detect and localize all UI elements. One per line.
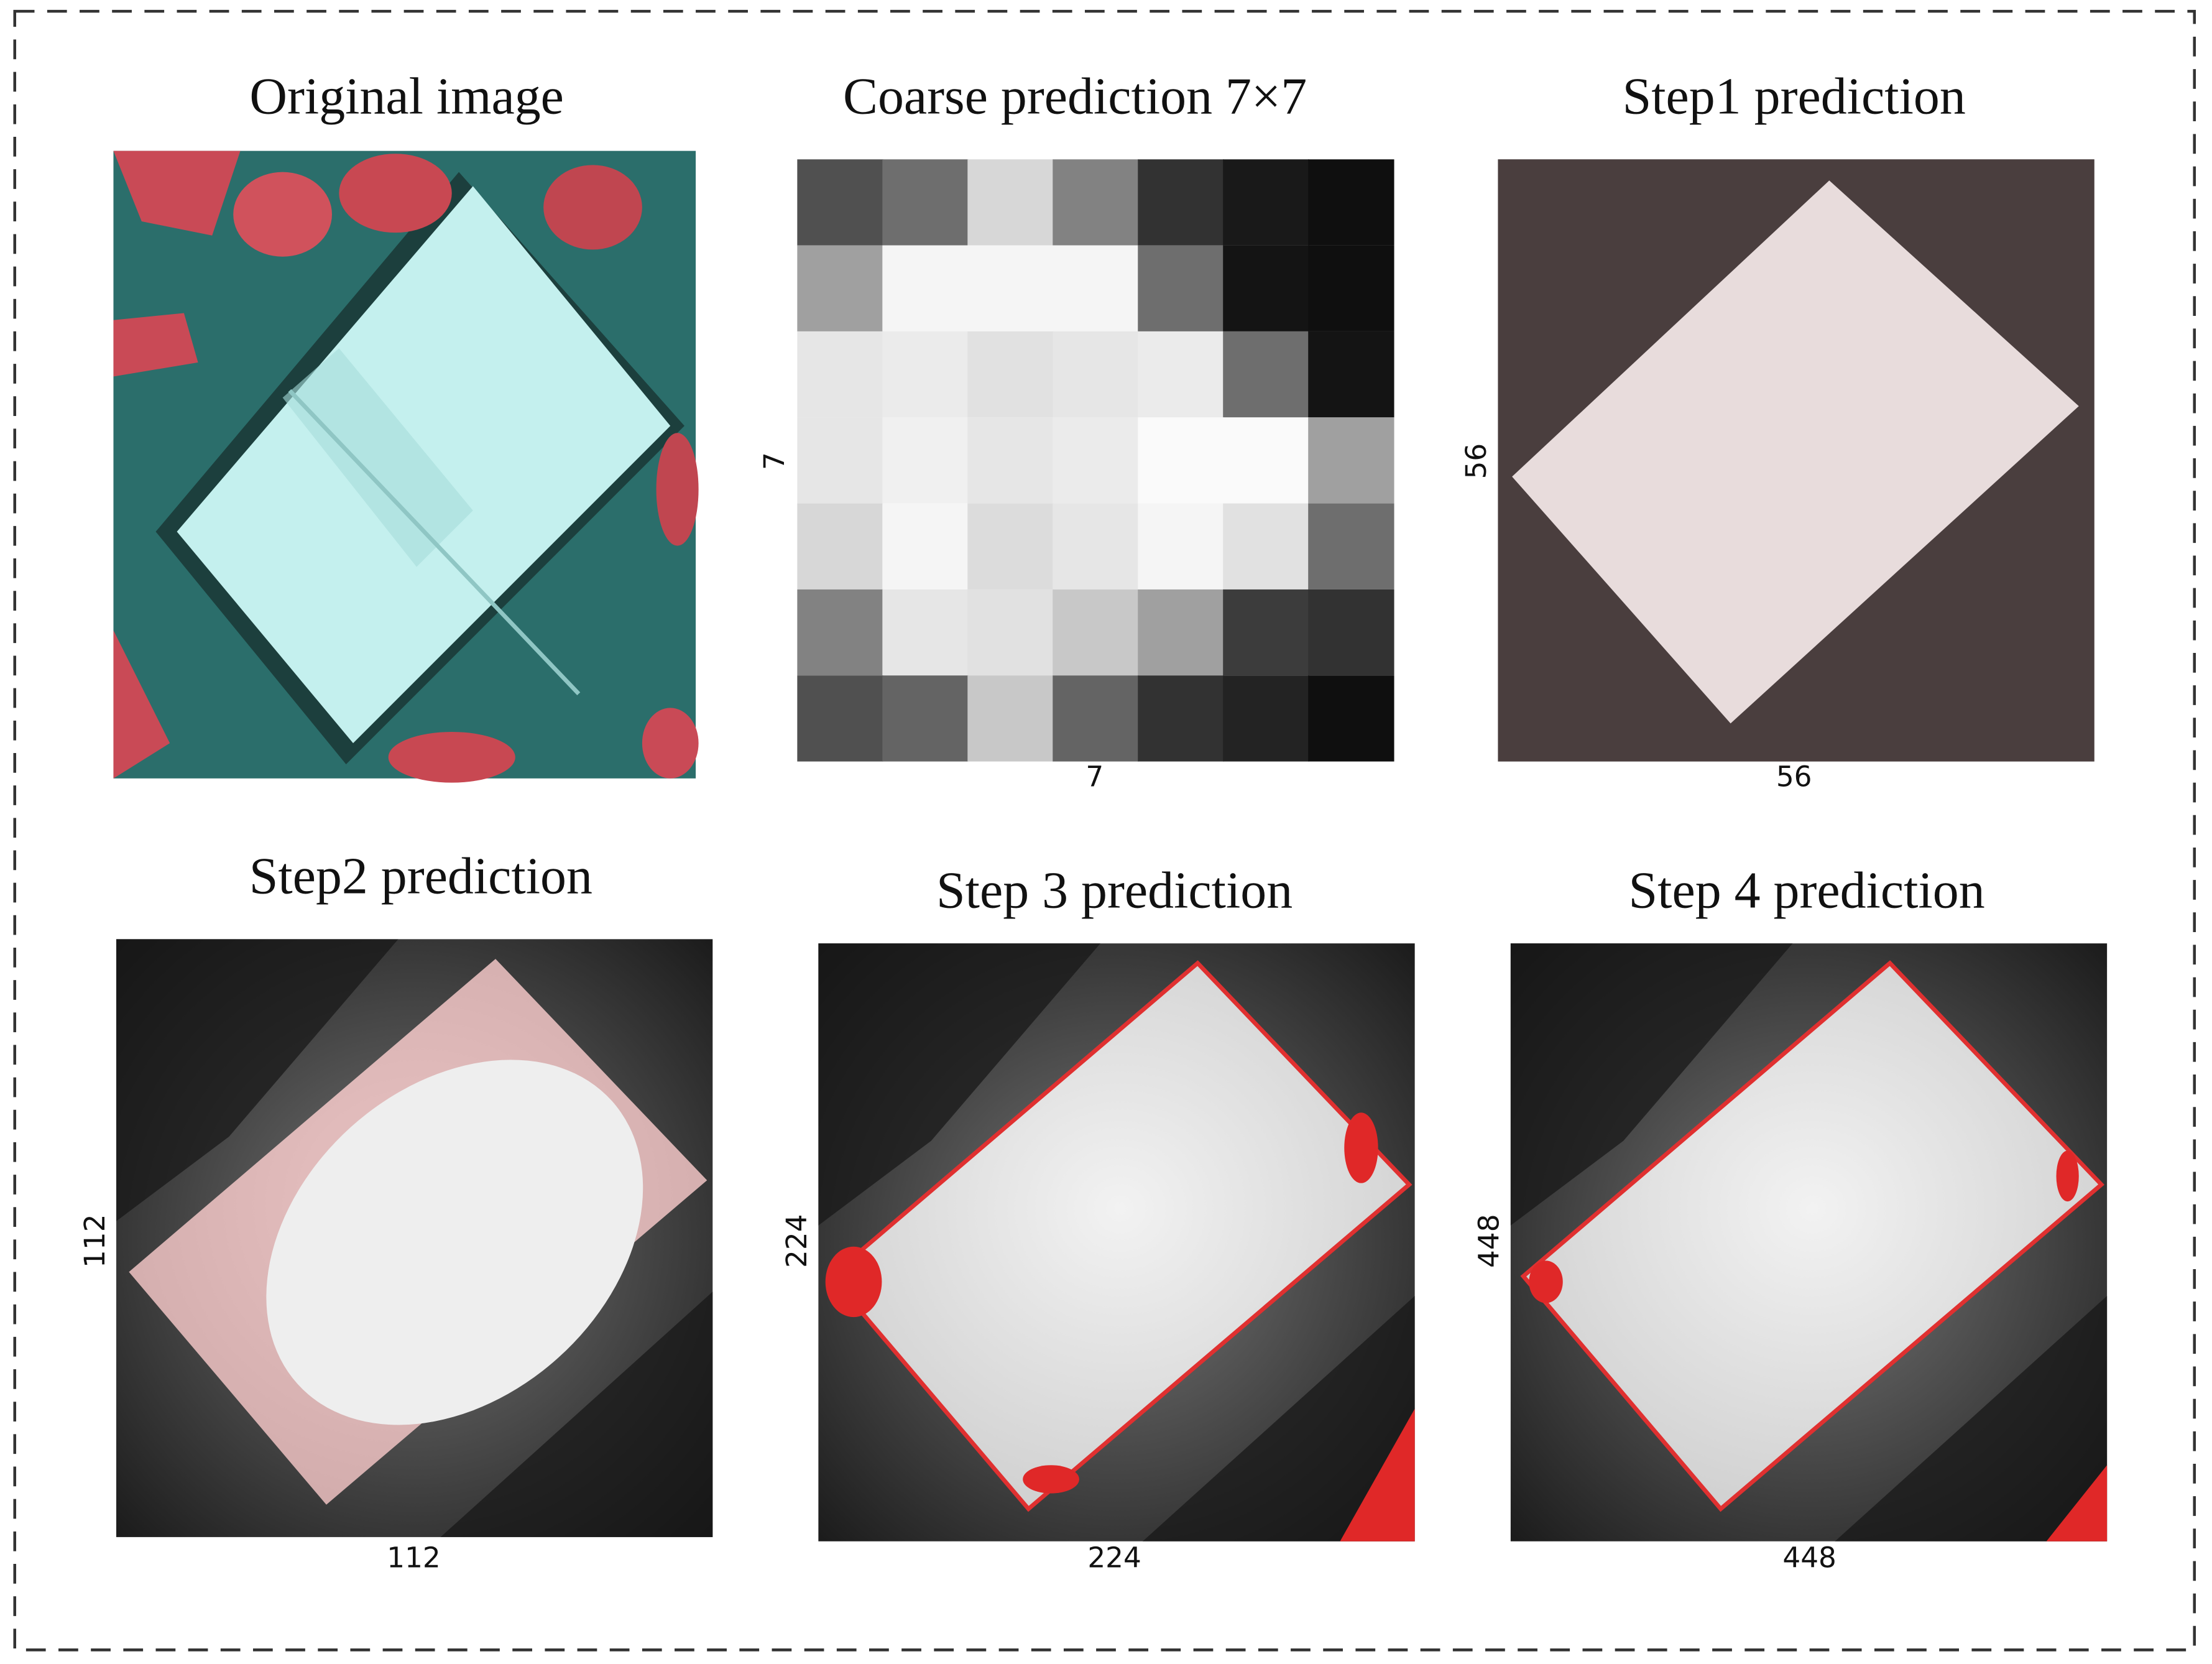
x-label: 448: [1782, 1542, 1836, 1574]
panel-title: Step 4 prediction: [1629, 861, 1985, 919]
original-image: [113, 150, 699, 783]
x-label: 224: [1087, 1542, 1141, 1574]
step3-image: [818, 943, 1415, 1542]
panel-title: Step2 prediction: [249, 848, 592, 905]
coarse-grid: [797, 159, 1394, 762]
y-label: 56: [1460, 443, 1493, 479]
frame: [13, 9, 2196, 1652]
panel-title: Step 3 prediction: [936, 861, 1293, 919]
x-label: 56: [1776, 760, 1812, 793]
x-label: 7: [1085, 760, 1104, 793]
y-label: 448: [1473, 1214, 1506, 1268]
panel-title: Coarse prediction 7×7: [843, 68, 1307, 126]
panel-title: Step1 prediction: [1623, 68, 1966, 126]
step2-image: [116, 939, 713, 1537]
panel-title: Original image: [249, 68, 564, 126]
y-label: 7: [758, 452, 791, 470]
step1-image: [1498, 159, 2094, 762]
y-label: 112: [78, 1214, 111, 1268]
x-label: 112: [387, 1542, 441, 1574]
step4-image: [1510, 943, 2108, 1542]
y-label: 224: [780, 1214, 813, 1268]
